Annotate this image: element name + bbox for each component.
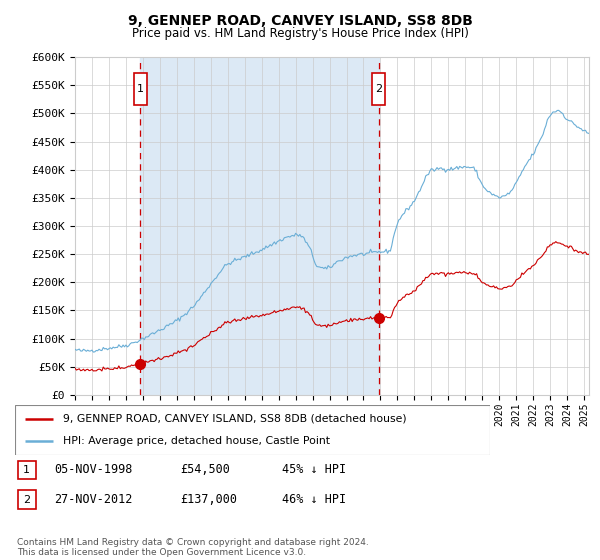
Text: 1: 1 (137, 84, 144, 94)
Text: Contains HM Land Registry data © Crown copyright and database right 2024.
This d: Contains HM Land Registry data © Crown c… (17, 538, 368, 557)
Text: 2: 2 (23, 494, 30, 505)
Text: HPI: Average price, detached house, Castle Point: HPI: Average price, detached house, Cast… (62, 436, 329, 446)
Text: Price paid vs. HM Land Registry's House Price Index (HPI): Price paid vs. HM Land Registry's House … (131, 27, 469, 40)
Text: 9, GENNEP ROAD, CANVEY ISLAND, SS8 8DB (detached house): 9, GENNEP ROAD, CANVEY ISLAND, SS8 8DB (… (62, 414, 406, 424)
Text: 2: 2 (376, 84, 382, 94)
FancyBboxPatch shape (134, 73, 146, 105)
FancyBboxPatch shape (373, 73, 385, 105)
Text: 27-NOV-2012: 27-NOV-2012 (54, 493, 133, 506)
Text: 9, GENNEP ROAD, CANVEY ISLAND, SS8 8DB: 9, GENNEP ROAD, CANVEY ISLAND, SS8 8DB (128, 14, 472, 28)
Text: 46% ↓ HPI: 46% ↓ HPI (282, 493, 346, 506)
Text: £137,000: £137,000 (180, 493, 237, 506)
Text: 45% ↓ HPI: 45% ↓ HPI (282, 463, 346, 477)
Text: 1: 1 (23, 465, 30, 475)
Text: 05-NOV-1998: 05-NOV-1998 (54, 463, 133, 477)
Text: £54,500: £54,500 (180, 463, 230, 477)
Bar (140, 57, 379, 395)
